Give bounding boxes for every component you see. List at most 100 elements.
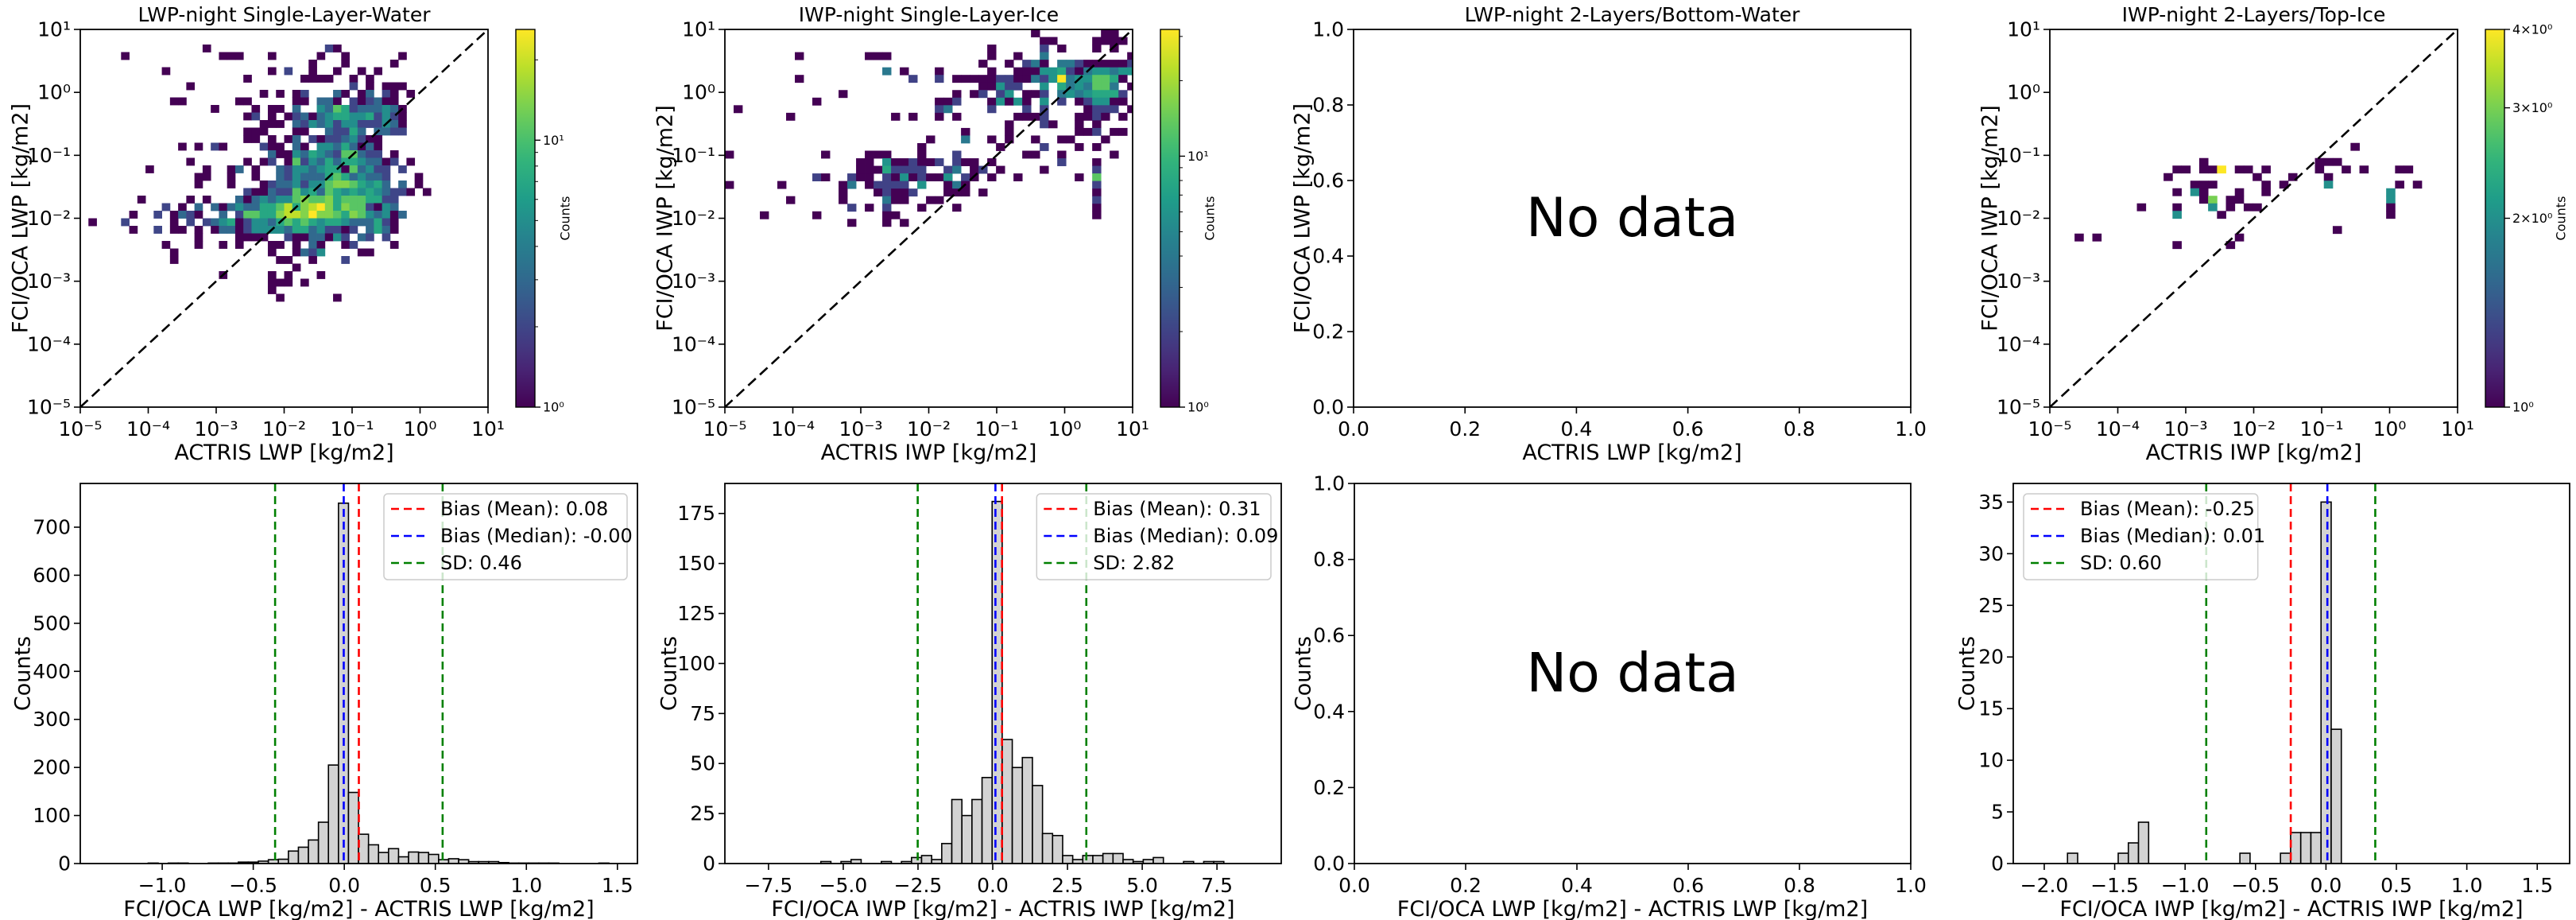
heatmap-cell — [316, 52, 326, 60]
heatmap-cell — [1101, 135, 1110, 144]
plot-area — [2067, 483, 2377, 864]
heatmap-cell — [357, 218, 366, 227]
heatmap-cell — [2359, 165, 2369, 174]
heatmap-cell — [2234, 188, 2245, 196]
heatmap-cell — [987, 173, 997, 182]
y-tick-label: 10⁻² — [672, 207, 715, 230]
x-tick-label: 0.2 — [1449, 417, 1481, 441]
heatmap-cell — [389, 82, 399, 91]
heatmap-cell — [292, 263, 301, 272]
y-tick-label: 10⁰ — [682, 81, 715, 104]
heatmap-cell — [341, 188, 350, 196]
heatmap-cell — [316, 97, 326, 106]
heatmap-cell — [935, 196, 944, 204]
heatmap-cell — [194, 203, 203, 212]
heatmap-cell — [952, 204, 962, 212]
heatmap-cell — [234, 226, 244, 234]
heatmap-cell — [812, 173, 822, 182]
x-axis-label: FCI/OCA LWP [kg/m2] - ACTRIS LWP [kg/m2] — [123, 897, 594, 920]
heatmap-cell — [333, 135, 342, 143]
histogram-bar — [920, 855, 932, 864]
heatmap-cell — [219, 218, 228, 227]
heatmap-cell — [2172, 203, 2182, 212]
heatmap-cell — [987, 52, 997, 60]
heatmap-cell — [917, 142, 927, 151]
heatmap-cell — [284, 278, 293, 287]
subplot-4: 10⁰ 2×10⁰ 3×10⁰ 4×10⁰ Counts 10⁻⁵ 10⁻⁴ 10⁻³ 10⁻²… — [1978, 3, 2569, 465]
heatmap-cell — [908, 188, 918, 197]
heatmap-cell — [349, 181, 358, 188]
heatmap-cell — [292, 135, 301, 143]
heatmap-cell — [987, 105, 997, 114]
heatmap-cell — [276, 173, 285, 181]
heatmap-cell — [2332, 226, 2342, 235]
y-tick-label: 0.8 — [1313, 548, 1345, 571]
heatmap-cell — [2208, 196, 2218, 204]
heatmap-cell — [194, 233, 203, 242]
colorbar-tick-label: 4×10⁰ — [2512, 22, 2552, 37]
heatmap-cell — [1075, 67, 1084, 76]
y-tick-label: 25 — [690, 802, 715, 825]
heatmap-cell — [382, 211, 391, 219]
heatmap-cell — [251, 196, 261, 204]
heatmap-cell — [2323, 181, 2334, 189]
heatmap-cell — [292, 120, 301, 128]
heatmap-cell — [169, 218, 179, 227]
heatmap-cell — [1022, 75, 1032, 83]
heatmap-cell — [389, 211, 399, 219]
heatmap-cell — [333, 188, 342, 196]
legend-frame — [383, 493, 628, 580]
y-tick-label: 10⁻³ — [27, 270, 71, 293]
heatmap-cell — [324, 75, 334, 83]
heatmap-cell — [243, 196, 252, 204]
heatmap-cell — [374, 203, 383, 212]
heatmap-cell — [1110, 29, 1119, 37]
heatmap-cell — [267, 181, 277, 188]
heatmap-cell — [349, 127, 358, 136]
heatmap-cell — [1092, 112, 1102, 121]
heatmap-cell — [389, 105, 399, 113]
heatmap-cell — [308, 218, 317, 227]
heatmap-cell — [316, 135, 326, 143]
heatmap-cell — [978, 75, 988, 83]
heatmap-cell — [382, 112, 391, 121]
heatmap-cell — [227, 173, 236, 181]
heatmap-cell — [267, 286, 277, 294]
histogram-bar — [991, 500, 1003, 864]
heatmap-cell — [2172, 241, 2182, 250]
x-tick-label: 10⁻⁵ — [703, 417, 746, 441]
heatmap-cell — [398, 165, 407, 173]
heatmap-cell — [194, 181, 203, 188]
heatmap-cell — [1066, 67, 1075, 76]
y-tick-label: 10⁻⁴ — [1997, 332, 2040, 355]
heatmap-cell — [398, 181, 407, 188]
subplot-title: IWP-night 2-Layers/Top-Ice — [2122, 3, 2386, 26]
heatmap-cell — [987, 82, 997, 91]
heatmap-cell — [219, 226, 228, 234]
histogram-bar — [2239, 852, 2251, 864]
heatmap-cell — [234, 165, 244, 173]
heatmap-cell — [987, 97, 997, 106]
histogram-bar — [1062, 855, 1074, 864]
heatmap-cell — [1083, 82, 1093, 91]
heatmap-cell — [267, 241, 277, 249]
histogram-bar — [347, 791, 359, 864]
heatmap-cell — [943, 97, 953, 106]
heatmap-cell — [357, 120, 366, 128]
colorbar-tick-label: 10¹ — [1187, 149, 1209, 164]
heatmap-cell — [382, 226, 391, 234]
heatmap-cell — [2198, 157, 2209, 166]
heatmap-cell — [324, 196, 334, 204]
heatmap-cell — [2261, 181, 2271, 189]
heatmap-cell — [382, 165, 391, 173]
heatmap-cell — [374, 67, 383, 76]
heatmap-cell — [243, 211, 252, 219]
heatmap-cell — [308, 165, 317, 173]
heatmap-cell — [129, 211, 138, 219]
heatmap-cell — [1031, 60, 1040, 68]
legend-entry: Bias (Mean): 0.31 — [1093, 498, 1261, 520]
heatmap-cell — [1075, 120, 1084, 129]
heatmap-cell — [389, 97, 399, 106]
heatmap-cell — [1022, 60, 1032, 68]
